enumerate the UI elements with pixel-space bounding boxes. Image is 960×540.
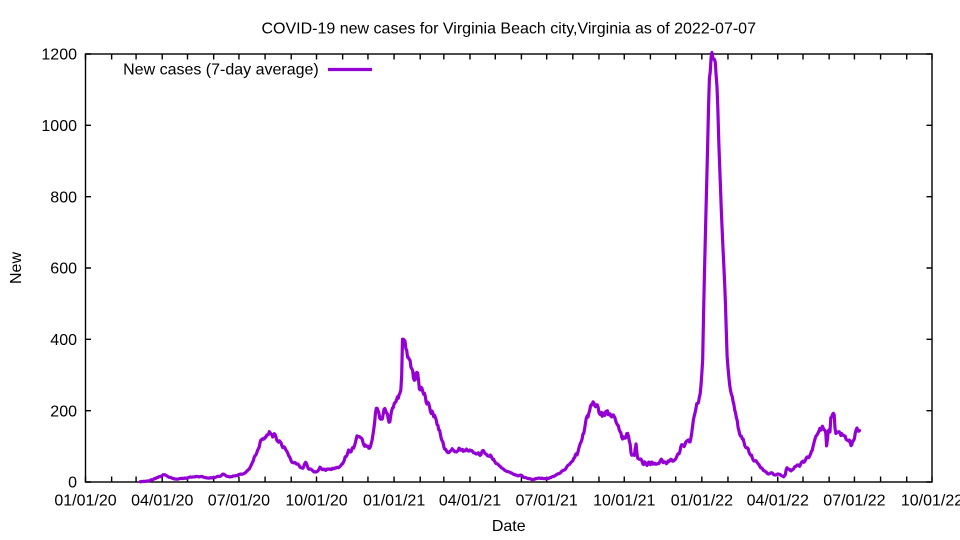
svg-text:800: 800 xyxy=(50,189,77,206)
svg-text:07/01/22: 07/01/22 xyxy=(823,493,885,510)
svg-text:04/01/21: 04/01/21 xyxy=(439,493,501,510)
svg-text:01/01/20: 01/01/20 xyxy=(54,493,116,510)
svg-text:10/01/21: 10/01/21 xyxy=(593,493,655,510)
svg-text:New cases (7-day average): New cases (7-day average) xyxy=(123,62,319,79)
svg-text:600: 600 xyxy=(50,261,77,278)
svg-text:07/01/20: 07/01/20 xyxy=(208,493,270,510)
svg-text:200: 200 xyxy=(50,403,77,420)
svg-text:10/01/20: 10/01/20 xyxy=(285,493,347,510)
svg-text:07/01/21: 07/01/21 xyxy=(516,493,578,510)
svg-text:1000: 1000 xyxy=(41,118,77,135)
svg-text:1200: 1200 xyxy=(41,47,77,64)
svg-text:10/01/22: 10/01/22 xyxy=(901,493,960,510)
svg-text:04/01/22: 04/01/22 xyxy=(747,493,809,510)
svg-text:400: 400 xyxy=(50,332,77,349)
svg-text:Date: Date xyxy=(492,518,526,535)
svg-text:COVID-19 new cases for Virgini: COVID-19 new cases for Virginia Beach ci… xyxy=(262,21,757,38)
svg-text:0: 0 xyxy=(68,475,77,492)
svg-text:New: New xyxy=(8,252,25,284)
svg-text:04/01/20: 04/01/20 xyxy=(131,493,193,510)
svg-text:01/01/22: 01/01/22 xyxy=(671,493,733,510)
svg-text:01/01/21: 01/01/21 xyxy=(363,493,425,510)
